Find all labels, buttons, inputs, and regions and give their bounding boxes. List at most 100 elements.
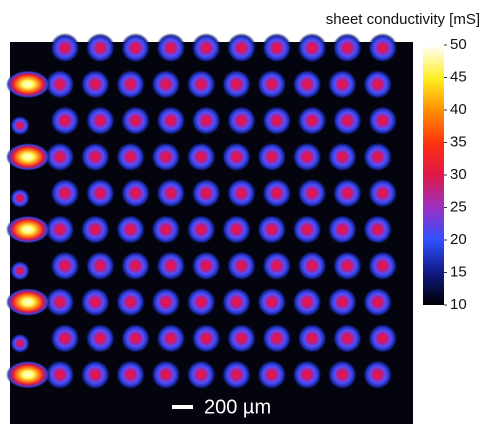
dot [155,250,186,281]
dot [50,105,80,136]
dot [50,250,80,281]
dot [362,141,393,172]
colorbar-tick-label: 10 [450,296,467,313]
hot-spot [6,215,50,244]
dot [292,69,323,100]
dot-array [6,33,398,390]
dot [292,141,323,172]
colorbar-tick-label: 50 [450,36,467,53]
dot [367,323,398,354]
dot [191,33,222,63]
colorbar-tick-label: 25 [450,198,467,215]
dot [297,178,328,209]
colorbar [423,45,444,305]
dot [120,250,151,281]
dot [292,214,323,245]
dot [120,105,151,136]
dot [155,323,186,354]
dot [186,141,217,172]
dot [367,105,398,136]
colorbar-title: sheet conductivity [mS] [326,11,480,28]
dot [332,178,363,209]
dot [261,105,292,136]
dot [362,214,393,245]
dot [362,287,393,318]
dot [80,359,111,390]
dot [120,323,151,354]
dot [297,250,328,281]
dot [50,178,80,209]
dot [115,214,146,245]
colorbar-ticks: 10 15 20 25 30 35 40 45 50 [444,36,467,313]
dot [45,359,75,390]
dot [332,33,363,63]
dot [80,214,111,245]
dot [292,359,323,390]
dot [261,178,292,209]
dot [332,323,363,354]
dot [10,260,30,281]
dot [115,287,146,318]
dot [85,33,116,63]
dot [297,33,328,63]
dot [155,33,186,63]
colorbar-tick-label: 15 [450,263,467,280]
dot [261,323,292,354]
dot [80,69,111,100]
dot [292,287,323,318]
scale-bar-label: 200 µm [204,396,271,418]
dot [45,287,75,318]
colorbar-tick-label: 40 [450,101,467,118]
dot [226,33,257,63]
dot [221,214,252,245]
hot-spot [6,142,50,171]
dot [120,33,151,63]
dot [50,323,80,354]
dot [327,359,358,390]
dot [80,287,111,318]
dot [10,188,30,209]
dot [150,359,181,390]
dot [256,214,287,245]
dot [155,105,186,136]
colorbar-tick-label: 35 [450,133,467,150]
dot [261,33,292,63]
dot [80,141,111,172]
dot [297,323,328,354]
dot [226,323,257,354]
dot [191,178,222,209]
dot [10,115,30,136]
dot [327,287,358,318]
dot [256,359,287,390]
dot [50,33,80,63]
colorbar-tick-label: 45 [450,68,467,85]
dot [150,141,181,172]
dot [150,69,181,100]
colorbar-tick-label: 30 [450,166,467,183]
dot [221,69,252,100]
dot [327,141,358,172]
dot [186,287,217,318]
hot-spot [6,70,50,99]
dot [45,214,75,245]
dot [45,141,75,172]
dot [191,105,222,136]
dot [367,250,398,281]
dot [367,33,398,63]
dot [191,323,222,354]
dot [327,69,358,100]
dot [115,141,146,172]
dot [186,359,217,390]
dot [297,105,328,136]
dot [191,250,222,281]
dot [150,214,181,245]
dot [362,69,393,100]
dot [221,359,252,390]
dot [85,105,116,136]
dot [221,141,252,172]
dot [221,287,252,318]
dot [186,69,217,100]
dot [327,214,358,245]
dot [256,287,287,318]
